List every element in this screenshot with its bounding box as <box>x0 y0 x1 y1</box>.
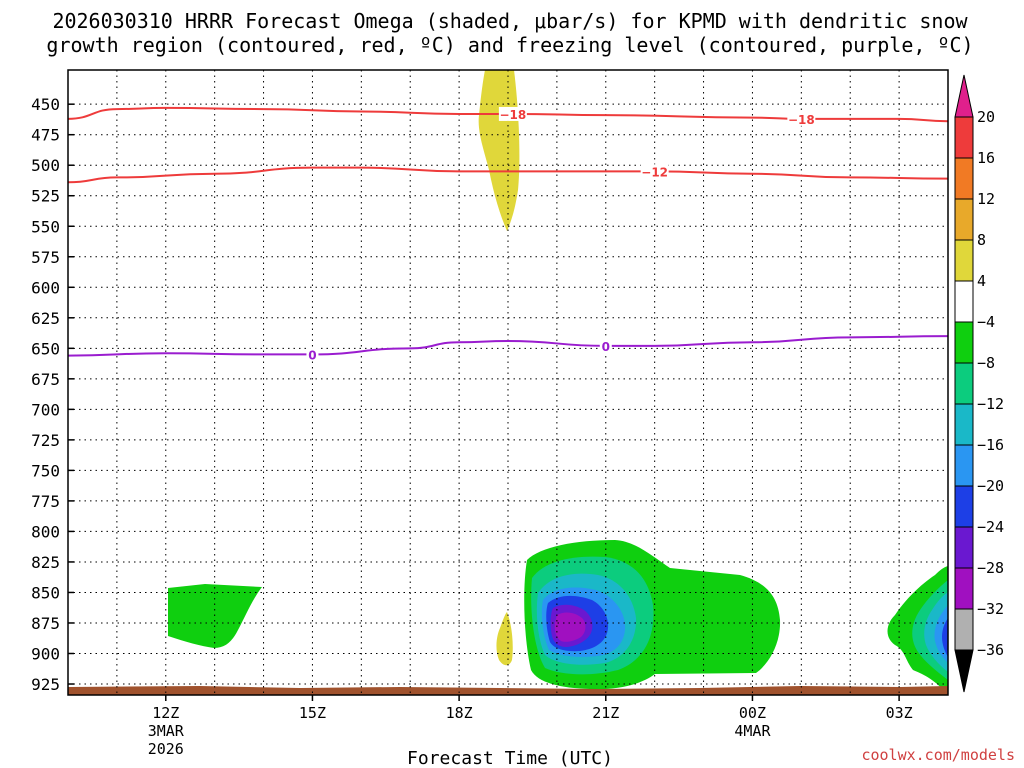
colorbar-label-8: −16 <box>977 436 1004 454</box>
y-tick-label-550: 550 <box>31 217 60 236</box>
y-tick-label-725: 725 <box>31 431 60 450</box>
y-tick-label-700: 700 <box>31 400 60 419</box>
y-tick-label-525: 525 <box>31 187 60 206</box>
colorbar-swatch-9 <box>954 485 974 528</box>
x-tick-year-2026: 2026 <box>148 740 184 758</box>
terrain-surface <box>68 686 948 695</box>
x-tick-date-4MAR: 4MAR <box>734 722 771 740</box>
colorbar-swatch-3 <box>954 239 974 282</box>
y-tick-label-925: 925 <box>31 675 60 694</box>
colorbar-swatch-5 <box>954 321 974 364</box>
colorbar-swatch-1 <box>954 157 974 200</box>
colorbar-swatch-10 <box>954 526 974 569</box>
y-tick-label-500: 500 <box>31 156 60 175</box>
x-tick-label-21Z: 21Z <box>592 704 619 722</box>
y-tick-label-575: 575 <box>31 248 60 267</box>
colorbar-swatch-0 <box>954 116 974 159</box>
y-tick-label-475: 475 <box>31 126 60 145</box>
dgz-minus12-line <box>68 166 948 184</box>
chart-title-line-1: 2026030310 HRRR Forecast Omega (shaded, … <box>52 9 968 33</box>
contour-lines: −18 −18 −12 0 0 <box>68 106 948 362</box>
credit-text: coolwx.com/models <box>861 746 1015 764</box>
colorbar: 20 16 12 8 4 −4 −8 −12 −16 −20 −24 −28 −32 −36 <box>954 74 1004 693</box>
colorbar-swatch-7 <box>954 403 974 446</box>
colorbar-swatch-6 <box>954 362 974 405</box>
colorbar-label-10: −24 <box>977 518 1004 536</box>
freezing-level-label-bg <box>599 338 612 353</box>
x-tick-date-3MAR: 3MAR <box>148 722 185 740</box>
y-tick-label-675: 675 <box>31 370 60 389</box>
y-tick-label-825: 825 <box>31 553 60 572</box>
y-tick-label-600: 600 <box>31 278 60 297</box>
grid-lines <box>68 70 948 695</box>
dgz-minus18-label-bg <box>787 111 816 126</box>
colorbar-label-9: −20 <box>977 477 1004 495</box>
freezing-level-label: 0 <box>602 340 610 354</box>
y-tick-label-875: 875 <box>31 614 60 633</box>
colorbar-label-5: −4 <box>977 313 995 331</box>
x-tick-label-18Z: 18Z <box>446 704 473 722</box>
y-axis: 450 475 500 525 550 575 600 625 650 675 700 725 750 7… <box>31 95 74 694</box>
y-tick-label-625: 625 <box>31 309 60 328</box>
omega-plus4-low <box>496 612 513 666</box>
x-tick-label-00Z: 00Z <box>739 704 766 722</box>
colorbar-label-3: 8 <box>977 231 986 249</box>
freezing-level-line <box>68 335 948 357</box>
dgz-minus12-label-bg <box>640 164 669 179</box>
colorbar-label-4: 4 <box>977 272 986 290</box>
freezing-level-label-bg <box>306 347 319 362</box>
omega-main-20z <box>524 540 781 690</box>
x-tick-label-12Z: 12Z <box>152 704 179 722</box>
dgz-minus18-label: −18 <box>788 113 815 127</box>
colorbar-swatch-4 <box>954 280 974 323</box>
dgz-minus18-label-bg <box>498 106 527 121</box>
x-tick-label-15Z: 15Z <box>299 704 326 722</box>
colorbar-label-13: −36 <box>977 641 1004 659</box>
dgz-minus12-label: −12 <box>641 165 668 179</box>
colorbar-label-11: −28 <box>977 559 1004 577</box>
y-tick-label-650: 650 <box>31 339 60 358</box>
colorbar-swatch-2 <box>954 198 974 241</box>
colorbar-label-1: 16 <box>977 149 995 167</box>
y-tick-label-850: 850 <box>31 583 60 602</box>
colorbar-swatch-8 <box>954 444 974 487</box>
omega-right-03z <box>887 566 948 695</box>
y-tick-label-450: 450 <box>31 95 60 114</box>
chart-title-line-2: growth region (contoured, red, ºC) and f… <box>46 33 973 57</box>
y-tick-label-775: 775 <box>31 492 60 511</box>
colorbar-swatch-11 <box>954 567 974 610</box>
colorbar-label-6: −8 <box>977 354 995 372</box>
y-tick-label-900: 900 <box>31 644 60 663</box>
colorbar-bottom-arrow <box>954 649 974 693</box>
omega-shading <box>68 70 948 695</box>
colorbar-label-12: −32 <box>977 600 1004 618</box>
colorbar-label-7: −12 <box>977 395 1004 413</box>
freezing-level-label: 0 <box>308 348 316 362</box>
y-tick-label-750: 750 <box>31 461 60 480</box>
x-tick-label-03Z: 03Z <box>886 704 913 722</box>
dgz-minus18-label: −18 <box>500 108 527 122</box>
x-axis-label: Forecast Time (UTC) <box>407 748 613 768</box>
colorbar-top-arrow <box>954 74 974 118</box>
y-tick-label-800: 800 <box>31 522 60 541</box>
colorbar-label-2: 12 <box>977 190 995 208</box>
plot-frame <box>67 69 949 696</box>
colorbar-swatch-12 <box>954 608 974 651</box>
colorbar-label-0: 20 <box>977 108 995 126</box>
